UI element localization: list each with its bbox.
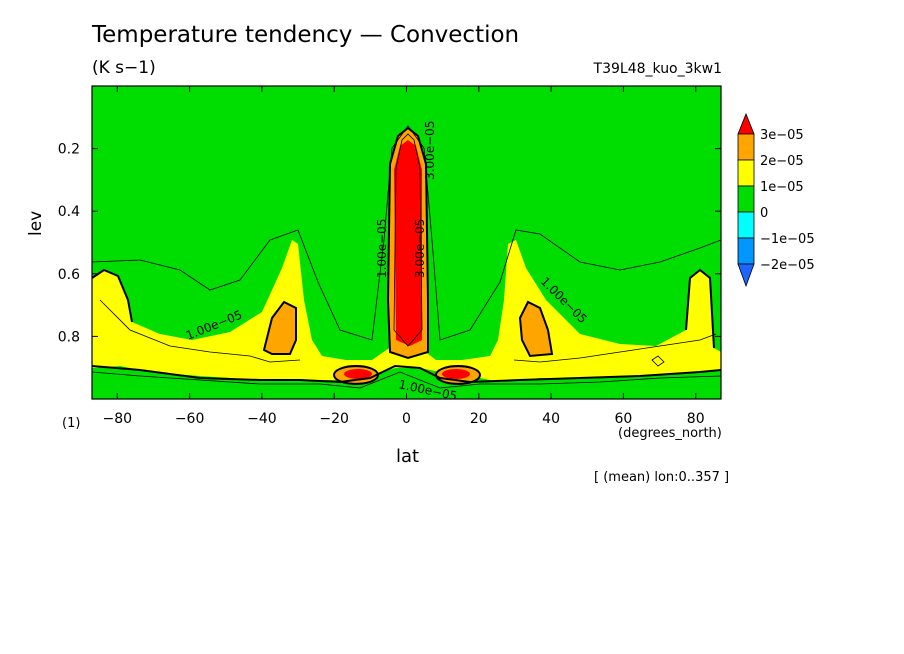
x-tick-label: −40: [247, 411, 277, 427]
band-red-center: [394, 140, 422, 346]
contour-thick-orange-east: [518, 300, 554, 358]
contour-label: 3.00e−05: [413, 219, 427, 278]
contour-lines: [92, 125, 721, 389]
legend-label: 3e−05: [760, 128, 804, 143]
legend-swatch: [737, 185, 755, 213]
contour-thick-orange-west: [262, 300, 297, 355]
legend-label: −2e−05: [760, 258, 815, 273]
contour-thick-sw: [333, 365, 379, 385]
contour-fill: 1.00e−051.00e−051.00e−051.00e−05 3.00e−05…: [92, 86, 721, 399]
contour-thick-west: [92, 268, 133, 323]
band-orange-east: [520, 302, 552, 356]
x-tick-label: −20: [319, 411, 349, 427]
band-yellow: [92, 240, 721, 382]
contour-line-inner-west: [99, 299, 301, 363]
contour-label: 1.00e−05: [375, 219, 389, 278]
axis-ticks: −80 −60 −40 −20 0 20 40 60 80 0.2 0.4 0.6 0.8: [58, 86, 721, 427]
band-red-sw: [344, 369, 372, 379]
x-tick-label: 20: [470, 411, 488, 427]
legend-swatch: [737, 159, 755, 187]
contour-label: 3.00e−05: [423, 121, 437, 180]
band-orange-west: [264, 302, 296, 354]
units-label: (K s−1): [92, 58, 156, 78]
y-tick-label: 0.8: [58, 329, 80, 345]
legend-arrow-bottom: [737, 263, 755, 288]
x-tick-label: 0: [402, 411, 411, 427]
contour-thick-base: [92, 364, 721, 384]
legend: 3e−05 2e−05 1e−05 0 −1e−05 −2e−05: [737, 112, 815, 288]
x-tick-label: −60: [175, 411, 205, 427]
contour-thick-se: [435, 365, 481, 385]
legend-label: 1e−05: [760, 180, 804, 195]
contour-lines-thick: [92, 126, 721, 385]
x-tick-label: 60: [614, 411, 632, 427]
x-axis-label: lat: [396, 446, 420, 467]
contour-thick-east: [685, 268, 715, 349]
legend-swatch: [737, 237, 755, 265]
x-tick-label: 40: [542, 411, 560, 427]
legend-arrow-top: [737, 112, 755, 135]
mean-note: [ (mean) lon:0..357 ]: [594, 470, 730, 485]
y-tick-label: 0.2: [58, 142, 80, 158]
x-tick-label: 80: [687, 411, 705, 427]
y-tick-label: 0.4: [58, 204, 80, 220]
chart-title: Temperature tendency — Convection: [92, 22, 520, 48]
legend-swatch: [737, 133, 755, 161]
legend-label: 2e−05: [760, 154, 804, 169]
contour-line-center-inner: [393, 133, 423, 347]
contour-line-diamond: [651, 355, 665, 367]
contour-line-inner-east: [513, 333, 717, 363]
x-tick-label: −80: [103, 411, 133, 427]
legend-label: −1e−05: [760, 232, 815, 247]
legend-label: 0: [760, 206, 768, 221]
y-tick-label: 0.6: [58, 267, 80, 283]
x-axis-unit: (degrees_north): [618, 426, 722, 441]
contour-thick-center: [386, 126, 429, 360]
band-red-se: [442, 369, 470, 379]
contour-line-outer: [92, 125, 721, 341]
contour-line-zero: [92, 371, 721, 389]
y-axis-unit: (1): [62, 416, 81, 431]
run-id-label: T39L48_kuo_3kw1: [593, 61, 722, 77]
legend-swatch: [737, 211, 755, 239]
